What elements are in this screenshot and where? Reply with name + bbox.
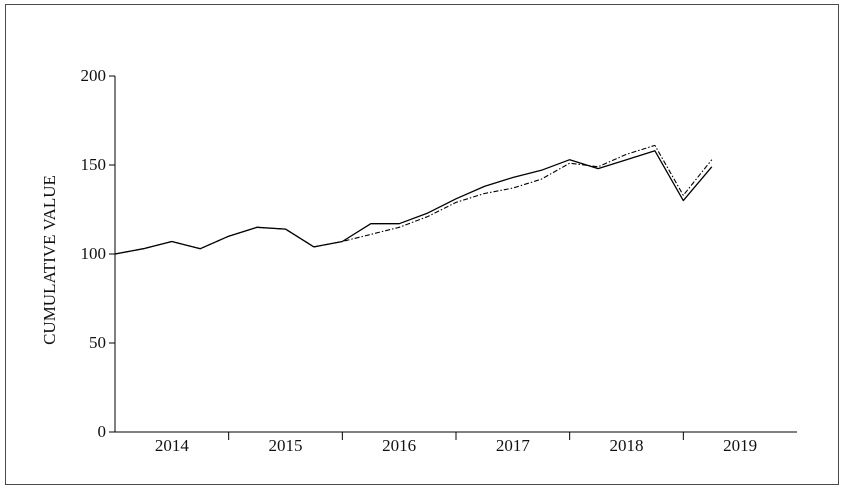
series-line-solid [114, 150, 713, 255]
y-tick-label: 200 [81, 66, 107, 85]
x-tick-label: 2016 [382, 436, 416, 455]
x-tick-label: 2019 [723, 436, 757, 455]
series-line-dashdot [114, 144, 713, 255]
y-tick-label: 50 [89, 333, 106, 352]
y-tick-label: 0 [98, 422, 107, 441]
chart-frame [5, 4, 839, 485]
x-tick-label: 2015 [269, 436, 303, 455]
chart-axes: 0 50 100 150 200 2014 2015 2016 2017 2018 2019 [81, 66, 797, 455]
x-tick-label: 2018 [610, 436, 644, 455]
y-tick-label: 100 [81, 244, 107, 263]
chart-series [114, 144, 713, 255]
y-tick-label: 150 [81, 155, 107, 174]
x-tick-label: 2014 [155, 436, 190, 455]
y-axis-title: CUMULATIVE VALUE [40, 175, 59, 345]
x-tick-label: 2017 [496, 436, 531, 455]
